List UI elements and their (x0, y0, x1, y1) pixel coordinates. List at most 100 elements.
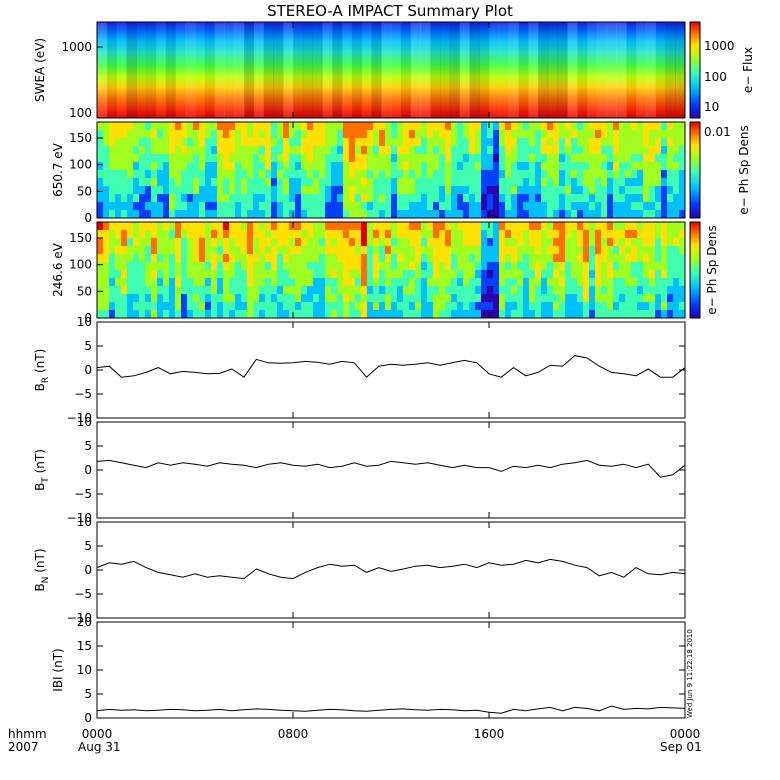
pad246-cell (499, 278, 506, 287)
pad650-cell (277, 202, 284, 211)
pad650-cell (403, 138, 410, 147)
pad650-cell (583, 122, 590, 131)
pad650-cell (331, 138, 338, 147)
pad650-cell (331, 202, 338, 211)
pad246-cell (361, 310, 368, 318)
pad246-cell (157, 302, 164, 311)
pad650-cell (445, 154, 452, 163)
pad650-cell (145, 186, 152, 195)
swea-cell (332, 22, 343, 118)
pad650-cell (523, 186, 530, 195)
pad650-cell (409, 210, 416, 218)
pad650-cell (109, 122, 116, 131)
pad650-cell (637, 210, 644, 218)
pad650-cell (211, 162, 218, 171)
pad650-cell (541, 146, 548, 155)
pad650-cell (499, 130, 506, 139)
pad650-cell (217, 138, 224, 147)
pad650-cell (415, 162, 422, 171)
pad650-cell (133, 162, 140, 171)
pad650-cell (127, 170, 134, 179)
pad246-cell (307, 286, 314, 295)
pad246-cell (421, 246, 428, 255)
pad650-cell (649, 130, 656, 139)
pad650-cell (295, 202, 302, 211)
pad650-cell (187, 194, 194, 203)
br-panel: BR (nT) (33, 321, 686, 419)
pad650-cell (391, 154, 398, 163)
pad650-cell (319, 170, 326, 179)
pad650-cell (571, 210, 578, 218)
pad246-cell (211, 254, 218, 263)
pad650-cell (97, 138, 104, 147)
pad246-cell (343, 278, 350, 287)
pad246-cell (631, 262, 638, 271)
pad650-cell (403, 194, 410, 203)
pad246-cell (553, 310, 560, 318)
pad246-cell (379, 270, 386, 279)
pad246-cell (595, 254, 602, 263)
pad650-cell (637, 194, 644, 203)
pad650-cell (391, 186, 398, 195)
pad246-cell (649, 254, 656, 263)
pad246-cell (643, 222, 650, 231)
pad246-cell (205, 222, 212, 231)
swea-cell (204, 22, 216, 118)
pad650-cell (427, 130, 434, 139)
pad650-cell (97, 194, 104, 203)
pad650-cell (589, 154, 596, 163)
pad650-cell (121, 146, 128, 155)
pad246-cell (97, 222, 104, 231)
pad650-y-tick-label: 100 (69, 158, 92, 172)
pad650-cell (493, 178, 500, 187)
pad246-cell (493, 246, 500, 255)
pad246-cell (115, 254, 122, 263)
pad246-cell (319, 302, 326, 311)
pad246-cell (637, 294, 644, 303)
pad650-cell (601, 146, 608, 155)
pad246-cell (241, 246, 248, 255)
pad650-cell (505, 210, 512, 218)
pad650-cell (253, 202, 260, 211)
pad246-cell (373, 238, 380, 247)
pad246-cell (571, 246, 578, 255)
pad650-cell (145, 202, 152, 211)
pad246-cell (619, 262, 626, 271)
pad246-cell (529, 294, 536, 303)
pad650-cell (637, 186, 644, 195)
pad650-cell (343, 146, 350, 155)
pad650-cell (625, 210, 632, 218)
pad650-cell (625, 170, 632, 179)
pad650-cell (133, 154, 140, 163)
pad246-cell (97, 230, 104, 239)
pad246-cell (121, 286, 128, 295)
pad650-cell (361, 162, 368, 171)
pad246-cell (445, 254, 452, 263)
pad246-cell (451, 278, 458, 287)
pad650-cell (313, 154, 320, 163)
pad650-cell (433, 178, 440, 187)
pad650-cell (121, 186, 128, 195)
pad246-cell (421, 310, 428, 318)
pad650-cell (193, 178, 200, 187)
pad246-cell (547, 278, 554, 287)
pad650-cell (355, 210, 362, 218)
pad246-cell (655, 270, 662, 279)
pad650-cell (235, 122, 242, 131)
pad246-cell (235, 286, 242, 295)
pad650-cell (211, 194, 218, 203)
pad650-cell (337, 162, 344, 171)
pad650-cell (271, 210, 278, 218)
pad650-cell (409, 202, 416, 211)
pad650-cell (499, 146, 506, 155)
pad246-cell (577, 270, 584, 279)
pad650-cell (349, 146, 356, 155)
pad246-cell (541, 270, 548, 279)
pad650-cell (217, 130, 224, 139)
pad650-cell (631, 130, 638, 139)
pad246-cell (319, 254, 326, 263)
bt-y-tick-label: −5 (74, 487, 92, 501)
pad650-cell (595, 202, 602, 211)
pad246-cell (385, 254, 392, 263)
pad650-cell (295, 194, 302, 203)
